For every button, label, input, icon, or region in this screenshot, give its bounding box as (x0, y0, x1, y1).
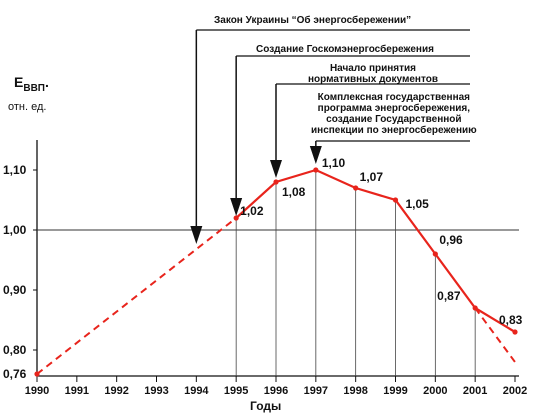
y-axis-title: EВВП. (14, 74, 49, 94)
dashed-trend-start (36, 217, 237, 375)
x-tick-label: 1991 (65, 385, 89, 397)
data-label: 1,02 (240, 204, 264, 218)
data-label: 0,87 (437, 289, 461, 303)
x-tick-label: 1994 (184, 385, 209, 397)
x-tick-label: 1997 (304, 385, 328, 397)
annotation-arrow-head (309, 146, 322, 164)
data-label: 0,96 (439, 233, 463, 247)
y-axis-unit: отн. ед. (8, 101, 47, 113)
x-tick-label: 1992 (104, 385, 128, 397)
x-tick-label: 1996 (264, 385, 288, 397)
x-axis-title: Годы (250, 399, 282, 413)
data-label: 0,83 (499, 313, 523, 327)
data-label: 0,76 (3, 367, 27, 381)
y-tick-label: 0,80 (3, 343, 27, 357)
data-point (313, 167, 319, 173)
data-point (353, 185, 359, 191)
y-axis-title-dot: . (44, 74, 49, 90)
data-point (273, 179, 279, 185)
annotation-1995: Создание Госкомэнергосбережения (256, 44, 434, 55)
x-tick-label: 2001 (463, 385, 487, 397)
x-tick-label: 2000 (423, 385, 447, 397)
data-label: 1,07 (360, 170, 384, 184)
data-point (512, 329, 518, 335)
y-axis-title-subscript: ВВП (23, 82, 45, 94)
y-tick-label: 1,10 (3, 163, 27, 177)
data-label: 1,05 (406, 197, 430, 211)
x-tick-label: 2002 (503, 385, 527, 397)
y-tick-label: 0,90 (3, 283, 27, 297)
y-axis-title-letter: E (14, 74, 24, 90)
x-tick-label: 1993 (144, 385, 168, 397)
annotation-arrow-head (270, 160, 282, 178)
annotation-arrow-head (190, 226, 203, 244)
y-tick-label: 1,00 (3, 223, 27, 237)
x-tick-label: 1998 (343, 385, 367, 397)
annotation-1996: Начало принятия нормативных документов (308, 63, 438, 85)
annotation-1997: Комплексная государственная программа эн… (311, 92, 477, 136)
x-tick-label: 1999 (383, 385, 407, 397)
annotation-1994: Закон Украины “Об энергосбережении” (214, 15, 412, 26)
annotation-arrow-head (230, 198, 243, 216)
data-point (472, 305, 478, 311)
data-label: 1,10 (322, 156, 346, 170)
x-tick-label: 1990 (25, 385, 49, 397)
data-point (432, 251, 438, 257)
series-line (235, 168, 516, 333)
x-tick-label: 1995 (224, 385, 248, 397)
data-point (392, 197, 399, 203)
data-point (233, 215, 239, 221)
data-label: 1,08 (282, 185, 306, 199)
data-point (34, 371, 40, 377)
